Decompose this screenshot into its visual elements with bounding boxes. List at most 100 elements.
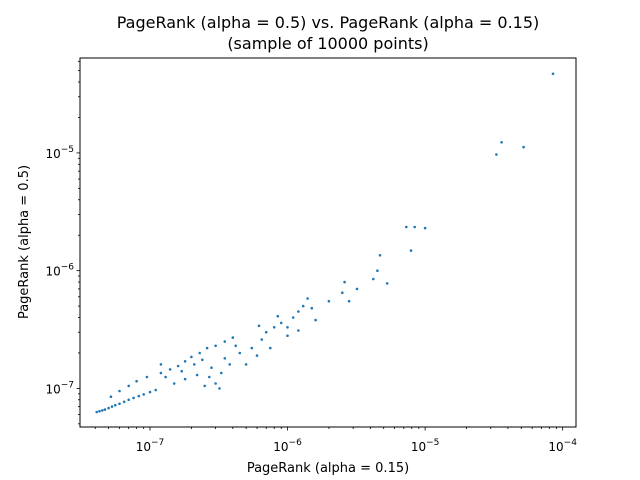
data-point bbox=[405, 225, 408, 229]
data-point bbox=[286, 326, 289, 329]
data-point bbox=[378, 254, 382, 257]
data-point bbox=[341, 291, 344, 295]
data-point bbox=[203, 384, 206, 388]
data-point bbox=[145, 375, 149, 379]
data-point bbox=[551, 72, 555, 76]
data-point bbox=[127, 398, 130, 402]
data-point bbox=[306, 297, 309, 300]
data-point bbox=[272, 326, 276, 329]
data-point bbox=[201, 358, 204, 362]
data-point bbox=[301, 304, 305, 308]
data-point bbox=[193, 363, 196, 366]
data-point bbox=[260, 338, 264, 341]
data-point bbox=[164, 375, 167, 379]
data-point bbox=[423, 226, 427, 230]
data-point bbox=[310, 306, 314, 310]
data-point bbox=[127, 384, 130, 388]
data-point bbox=[385, 282, 389, 285]
data-point bbox=[109, 395, 113, 399]
data-point bbox=[255, 354, 259, 357]
data-point bbox=[355, 287, 359, 291]
data-point bbox=[264, 330, 268, 334]
y-tick-label: 10−7 bbox=[45, 380, 74, 396]
data-point bbox=[110, 405, 114, 408]
data-point bbox=[208, 375, 211, 379]
y-axis-label: PageRank (alpha = 0.5) bbox=[17, 165, 32, 319]
data-point bbox=[231, 336, 235, 339]
data-point bbox=[218, 387, 221, 390]
data-point bbox=[297, 310, 300, 313]
data-points bbox=[95, 72, 555, 414]
data-point bbox=[291, 316, 295, 319]
data-point bbox=[118, 402, 121, 406]
data-point bbox=[269, 346, 272, 350]
data-point bbox=[142, 393, 145, 396]
data-point bbox=[279, 321, 283, 325]
data-point bbox=[372, 277, 375, 281]
data-point bbox=[250, 346, 254, 350]
data-point bbox=[180, 369, 183, 373]
x-tick-label: 10−5 bbox=[411, 438, 440, 454]
x-axis-label: PageRank (alpha = 0.15) bbox=[247, 461, 409, 476]
data-point bbox=[154, 388, 157, 392]
x-tick-label: 10−7 bbox=[136, 438, 165, 454]
data-point bbox=[148, 390, 152, 394]
data-point bbox=[195, 373, 199, 377]
data-point bbox=[198, 351, 201, 355]
data-point bbox=[238, 351, 242, 355]
data-point bbox=[223, 340, 227, 343]
data-point bbox=[376, 269, 379, 273]
data-point bbox=[190, 355, 193, 359]
data-point bbox=[135, 379, 138, 383]
x-tick-label: 10−6 bbox=[273, 438, 302, 454]
data-point bbox=[95, 410, 98, 414]
data-point bbox=[413, 225, 417, 229]
data-point bbox=[118, 389, 121, 393]
data-point bbox=[114, 403, 117, 407]
data-point bbox=[347, 299, 351, 303]
data-point bbox=[314, 318, 317, 322]
data-point bbox=[122, 400, 126, 404]
chart-title: PageRank (alpha = 0.5) vs. PageRank (alp… bbox=[117, 13, 540, 32]
data-point bbox=[522, 145, 525, 149]
data-point bbox=[137, 394, 141, 398]
data-point bbox=[220, 371, 223, 375]
data-point bbox=[214, 344, 217, 348]
y-tick-label: 10−5 bbox=[45, 145, 74, 161]
data-point bbox=[495, 153, 498, 156]
data-point bbox=[223, 357, 227, 360]
x-axis-ticks: 10−7 10−6 10−5 10−4 bbox=[94, 427, 577, 454]
data-point bbox=[159, 371, 163, 375]
data-point bbox=[234, 344, 237, 348]
data-point bbox=[101, 409, 104, 412]
chart-subtitle: (sample of 10000 points) bbox=[227, 34, 428, 53]
x-tick-label: 10−4 bbox=[548, 438, 577, 454]
data-point bbox=[286, 334, 289, 338]
data-point bbox=[107, 406, 110, 410]
data-point bbox=[228, 363, 231, 366]
data-point bbox=[205, 346, 209, 350]
y-tick-label: 10−6 bbox=[45, 263, 74, 279]
plot-area-frame bbox=[79, 57, 577, 428]
data-point bbox=[276, 314, 280, 318]
data-point bbox=[159, 363, 163, 366]
data-point bbox=[183, 377, 187, 381]
data-point bbox=[297, 329, 300, 332]
data-point bbox=[244, 363, 248, 366]
data-point bbox=[168, 368, 172, 371]
data-point bbox=[214, 382, 217, 385]
data-point bbox=[103, 408, 107, 411]
data-point bbox=[327, 299, 331, 303]
y-axis-ticks: 10−7 10−6 10−5 bbox=[45, 60, 80, 425]
data-point bbox=[98, 409, 101, 413]
data-point bbox=[343, 280, 346, 284]
data-point bbox=[172, 382, 176, 385]
data-point bbox=[409, 249, 413, 252]
data-point bbox=[183, 360, 187, 363]
data-point bbox=[176, 364, 180, 368]
data-point bbox=[210, 366, 213, 370]
data-point bbox=[132, 396, 135, 400]
data-point bbox=[500, 141, 503, 144]
data-point bbox=[257, 324, 261, 328]
